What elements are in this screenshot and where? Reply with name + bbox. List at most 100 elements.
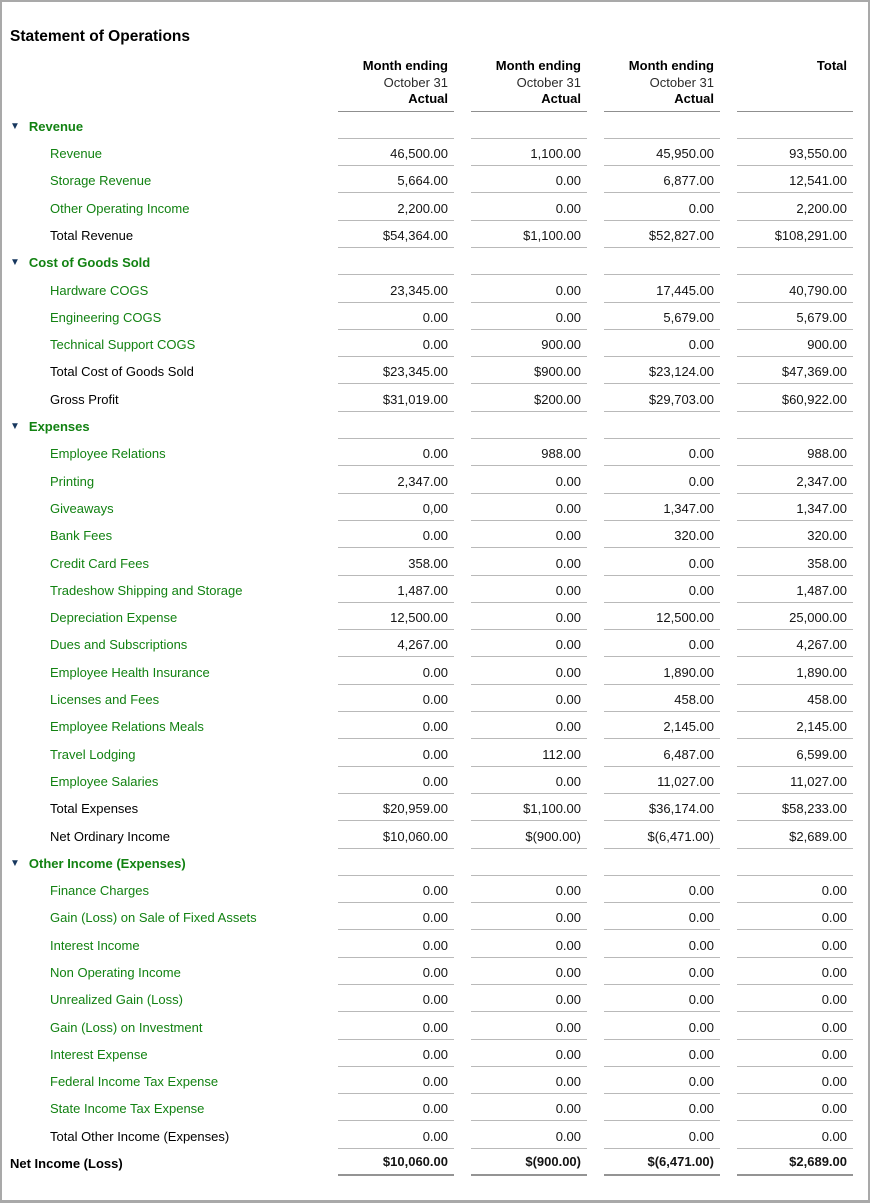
row-label-cell: Total Expenses xyxy=(8,794,321,821)
row-label[interactable]: Gain (Loss) on Investment xyxy=(50,1019,203,1035)
row-label[interactable]: Federal Income Tax Expense xyxy=(50,1074,219,1090)
cell-value: $1,100.00 xyxy=(471,794,587,822)
row-label[interactable]: Revenue xyxy=(50,146,103,162)
cell-value: 0.00 xyxy=(338,1121,454,1149)
cell-value: 0.00 xyxy=(338,1094,454,1122)
column-headers: Month ending October 31 Actual Month ending… xyxy=(8,58,853,112)
row-label[interactable]: Expenses xyxy=(28,419,90,435)
row-label[interactable]: Employee Relations Meals xyxy=(50,719,204,735)
row-label[interactable]: Interest Expense xyxy=(50,1046,148,1062)
row-label[interactable]: Employee Salaries xyxy=(50,773,159,789)
collapse-triangle-icon[interactable]: ▼ xyxy=(10,857,20,869)
row-label[interactable]: Technical Support COGS xyxy=(50,337,196,353)
cell-value: $(900.00) xyxy=(471,1149,587,1177)
cell-value: 0.00 xyxy=(338,712,454,740)
cell-value: 0.00 xyxy=(338,958,454,985)
row-label[interactable]: Dues and Subscriptions xyxy=(50,637,188,653)
cell-value: 1,890.00 xyxy=(604,657,720,685)
cell-value xyxy=(737,412,853,440)
item-row: Credit Card Fees 358.00 0.00 0.00 358.00 xyxy=(8,548,853,576)
row-label-cell: Total Other Income (Expenses) xyxy=(8,1121,321,1148)
row-label-cell: Depreciation Expense xyxy=(8,603,321,630)
column-header: Month ending October 31 Actual xyxy=(604,58,720,112)
cell-value: $31,019.00 xyxy=(338,384,454,412)
cell-value: 45,950.00 xyxy=(604,139,720,167)
row-label[interactable]: Tradeshow Shipping and Storage xyxy=(50,582,243,598)
column-header: Total xyxy=(737,58,853,112)
row-label: Total Other Income (Expenses) xyxy=(50,1128,230,1144)
row-label-cell: ▼ Revenue xyxy=(8,112,321,139)
row-label[interactable]: Employee Relations xyxy=(50,446,166,462)
cell-value: $2,689.00 xyxy=(737,1149,853,1177)
cell-value: 0.00 xyxy=(471,603,587,631)
section-row: ▼ Revenue xyxy=(8,112,853,139)
row-label[interactable]: Employee Health Insurance xyxy=(50,664,210,680)
row-label-cell: Employee Salaries xyxy=(8,767,321,794)
cell-value: 23,345.00 xyxy=(338,275,454,303)
cell-value: 0.00 xyxy=(604,193,720,221)
cell-value: 0.00 xyxy=(338,1012,454,1040)
cell-value: 0.00 xyxy=(338,303,454,330)
cell-value: 0.00 xyxy=(338,739,454,767)
row-label[interactable]: Bank Fees xyxy=(50,528,113,544)
column-header-line: October 31 xyxy=(649,74,714,90)
collapse-triangle-icon[interactable]: ▼ xyxy=(10,257,20,269)
row-label-cell: Tradeshow Shipping and Storage xyxy=(8,576,321,603)
cell-value: 0.00 xyxy=(471,166,587,194)
row-label[interactable]: Credit Card Fees xyxy=(50,555,149,571)
cell-value: 46,500.00 xyxy=(338,139,454,167)
row-label-cell: Net Income (Loss) xyxy=(8,1149,321,1176)
report-body: ▼ Revenue Revenue 46,500.00 1,100.00 45,950.0… xyxy=(8,112,853,1177)
item-row: Licenses and Fees 0.00 0.00 458.00 458.00 xyxy=(8,685,853,713)
row-label-cell: Printing xyxy=(8,466,321,493)
collapse-triangle-icon[interactable]: ▼ xyxy=(10,120,20,132)
row-label[interactable]: Revenue xyxy=(28,118,84,134)
cell-value: 0.00 xyxy=(471,630,587,658)
item-row: Travel Lodging 0.00 112.00 6,487.00 6,599.00 xyxy=(8,739,853,767)
row-label[interactable]: Depreciation Expense xyxy=(50,610,178,626)
cell-value: 12,541.00 xyxy=(737,166,853,194)
row-label-cell: Employee Relations xyxy=(8,439,321,466)
row-label[interactable]: Non Operating Income xyxy=(50,965,181,980)
row-label[interactable]: Other Operating Income xyxy=(50,200,190,216)
cell-value: 320.00 xyxy=(737,521,853,549)
cell-value: 0.00 xyxy=(604,958,720,985)
cell-value: 6,877.00 xyxy=(604,166,720,194)
cell-value: 0.00 xyxy=(737,876,853,904)
row-label-cell: Dues and Subscriptions xyxy=(8,630,321,657)
cell-value: 0.00 xyxy=(338,685,454,713)
row-label[interactable]: Giveaways xyxy=(50,500,114,516)
row-label[interactable]: Gain (Loss) on Sale of Fixed Assets xyxy=(50,910,257,926)
row-label[interactable]: State Income Tax Expense xyxy=(50,1101,205,1117)
row-label[interactable]: Finance Charges xyxy=(50,883,149,899)
column-header-line: October 31 xyxy=(383,74,448,90)
section-row: ▼ Other Income (Expenses) xyxy=(8,849,853,876)
row-label[interactable]: Printing xyxy=(50,473,95,489)
cell-value: 2,347.00 xyxy=(737,466,853,494)
row-label[interactable]: Travel Lodging xyxy=(50,746,136,762)
cell-value: $58,233.00 xyxy=(737,794,853,822)
cell-value: 0.00 xyxy=(471,903,587,931)
row-label[interactable]: Cost of Goods Sold xyxy=(28,255,151,271)
item-row: Gain (Loss) on Sale of Fixed Assets 0.00 0… xyxy=(8,903,853,931)
row-label[interactable]: Unrealized Gain (Loss) xyxy=(50,992,183,1008)
row-label-cell: Employee Health Insurance xyxy=(8,657,321,684)
row-label[interactable]: Other Income (Expenses) xyxy=(28,855,186,871)
cell-value: 11,027.00 xyxy=(737,767,853,794)
cell-value: 0.00 xyxy=(471,576,587,603)
collapse-triangle-icon[interactable]: ▼ xyxy=(10,421,20,433)
cell-value: 2,145.00 xyxy=(737,712,853,740)
item-row: Storage Revenue 5,664.00 0.00 6,877.00 12,54… xyxy=(8,166,853,194)
row-label[interactable]: Interest Income xyxy=(50,937,140,953)
row-label[interactable]: Hardware COGS xyxy=(50,282,149,298)
item-row: Revenue 46,500.00 1,100.00 45,950.00 93,550.… xyxy=(8,139,853,167)
cell-value: $23,345.00 xyxy=(338,357,454,385)
total-row: Total Revenue $54,364.00 $1,100.00 $52,827.… xyxy=(8,221,853,248)
row-label[interactable]: Storage Revenue xyxy=(50,173,152,189)
cell-value: 0,00 xyxy=(338,494,454,521)
row-label[interactable]: Engineering COGS xyxy=(50,309,162,325)
cell-value: 2,145.00 xyxy=(604,712,720,740)
row-label[interactable]: Licenses and Fees xyxy=(50,692,160,708)
cell-value: 0.00 xyxy=(737,930,853,958)
